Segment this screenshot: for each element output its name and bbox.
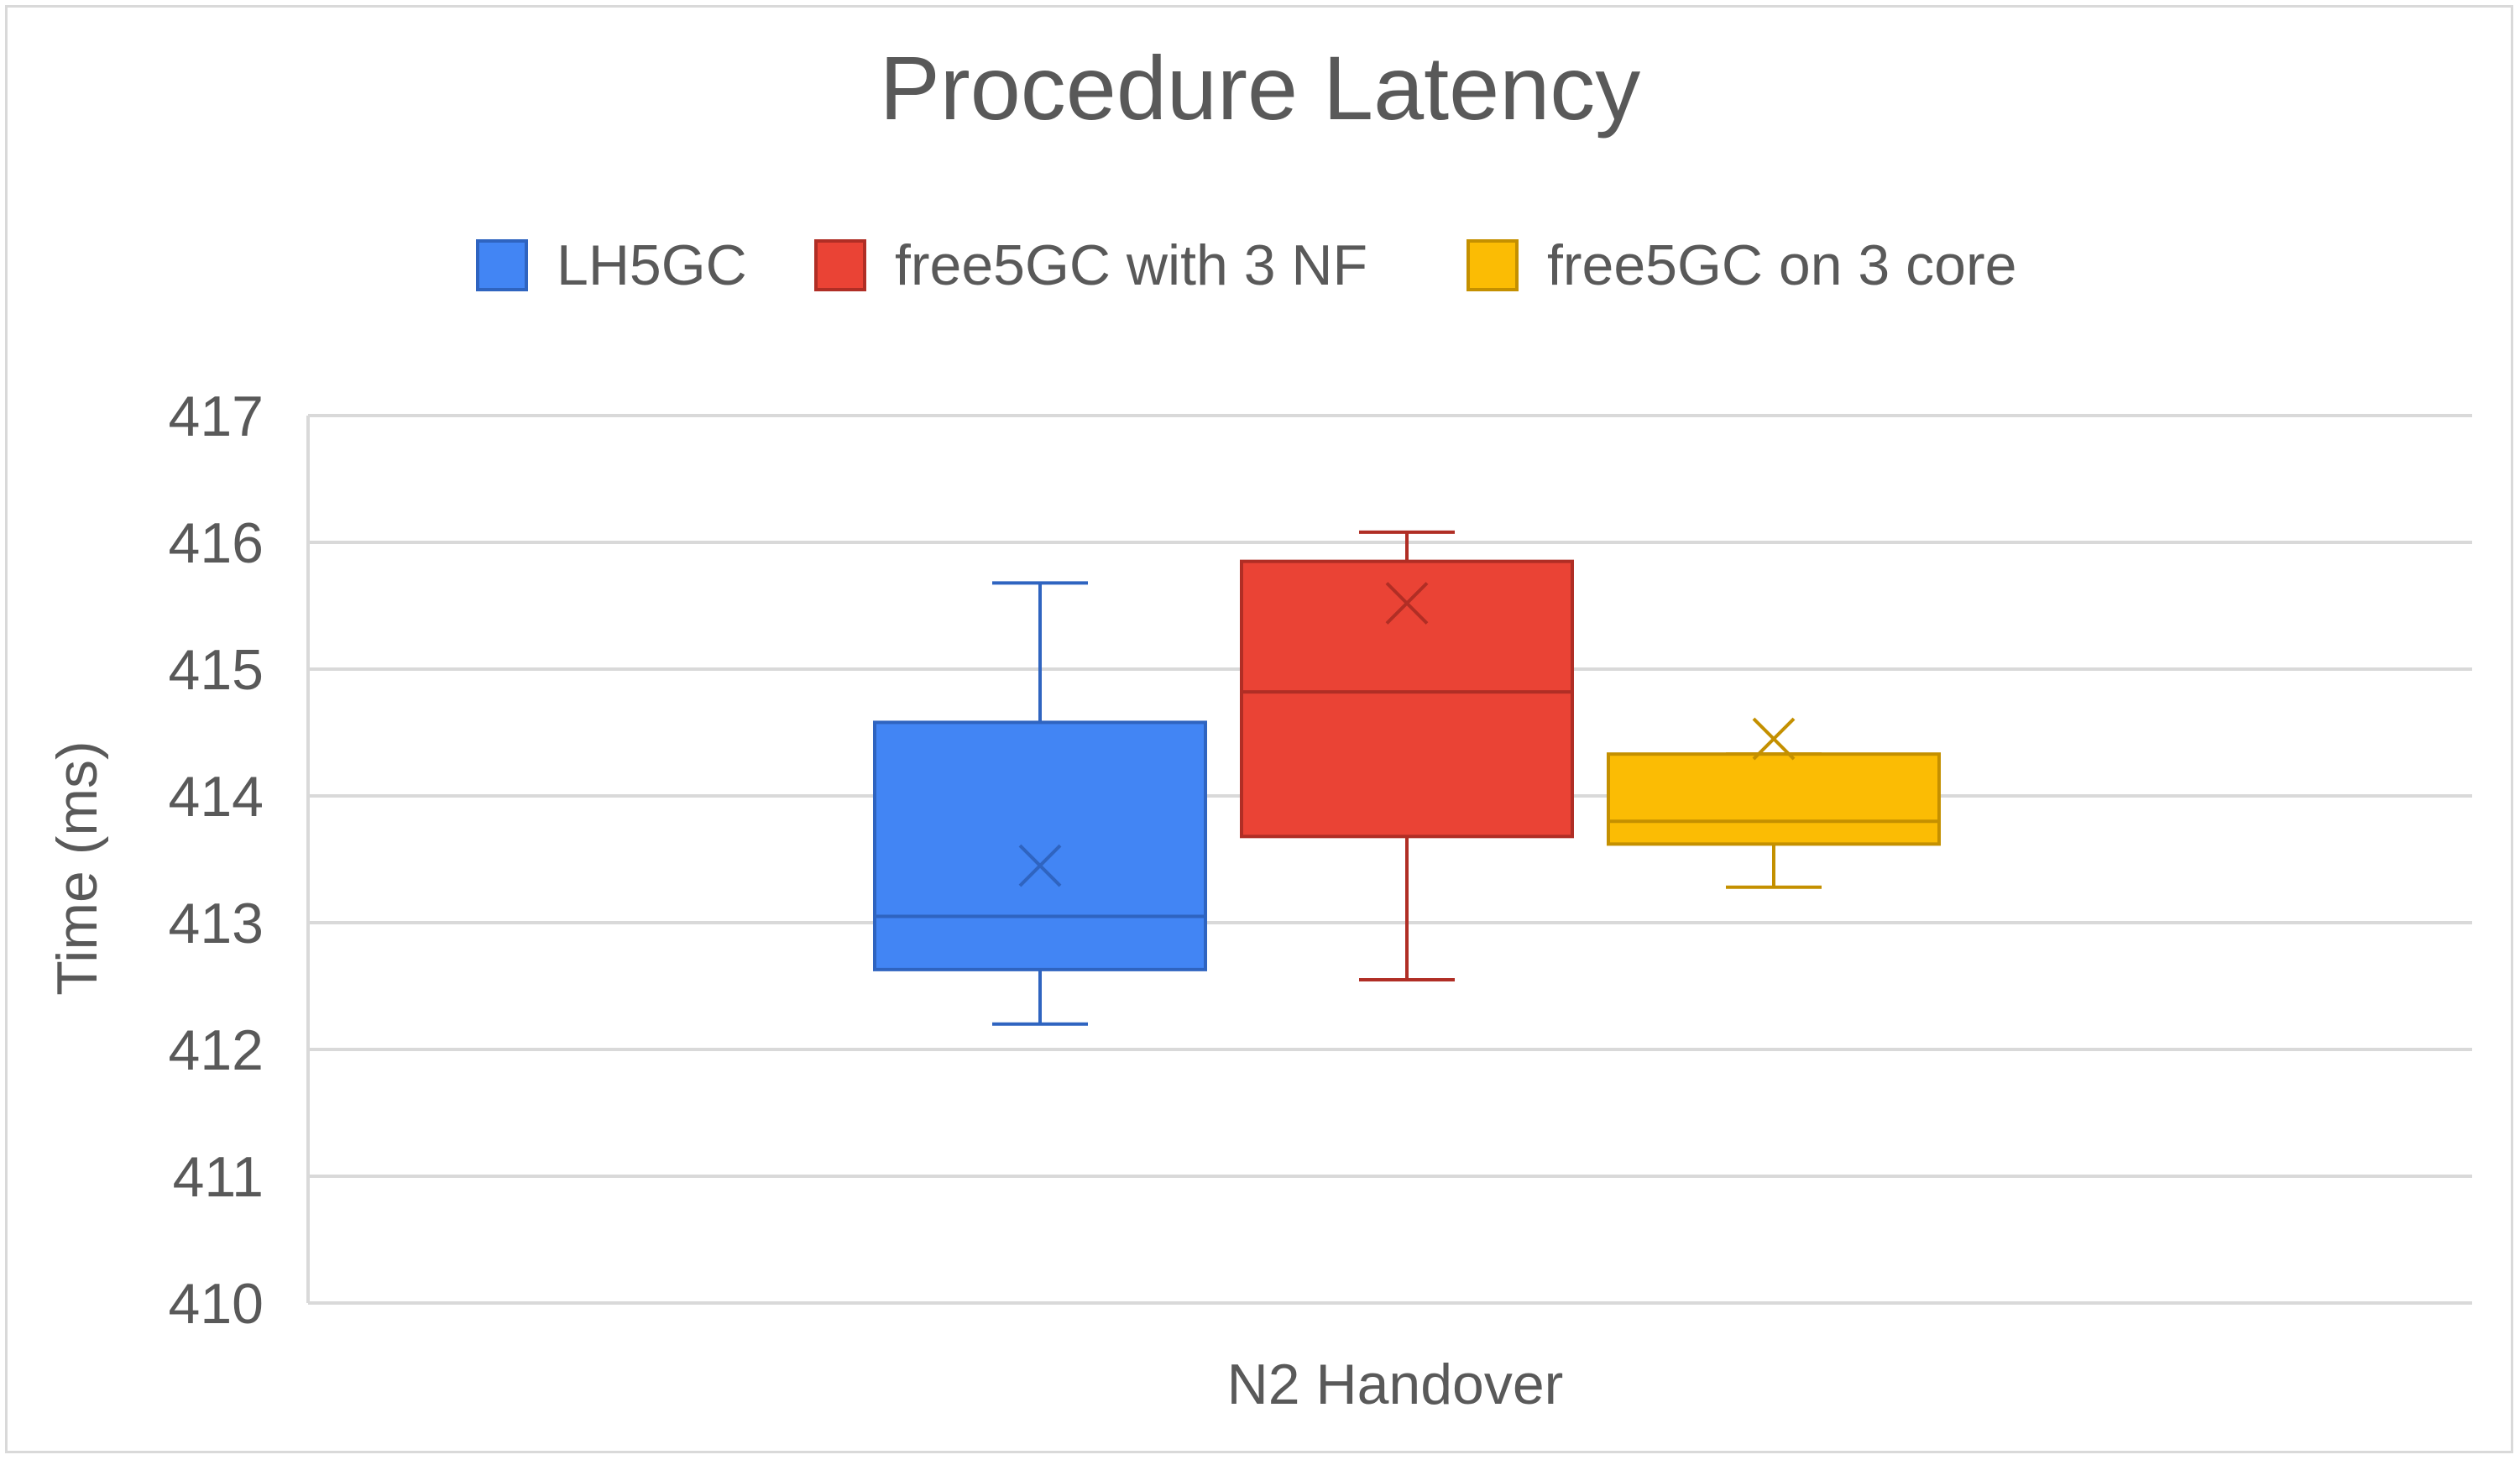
legend: LH5GC free5GC with 3 NF free5GC on 3 cor…: [476, 233, 2016, 297]
box-body-0: [873, 720, 1207, 971]
gridlines: [306, 414, 2472, 1305]
box-2: [1607, 717, 1941, 889]
legend-item-2: free5GC on 3 core: [1467, 233, 2016, 297]
box-body-1: [1240, 559, 1574, 839]
legend-swatch-1: [814, 239, 866, 291]
legend-label-1: free5GC with 3 NF: [895, 233, 1367, 297]
chart-title: Procedure Latency: [880, 37, 1641, 139]
legend-label-2: free5GC on 3 core: [1547, 233, 2016, 297]
legend-item-1: free5GC with 3 NF: [814, 233, 1367, 297]
y-axis-label: Time (ms): [45, 740, 109, 995]
mean-marker-0: [1018, 844, 1062, 887]
box-1: [1240, 530, 1574, 981]
legend-swatch-2: [1467, 239, 1519, 291]
y-tick-label-3: 413: [169, 892, 264, 955]
y-tick-label-4: 414: [169, 765, 264, 829]
mean-marker-2: [1752, 717, 1796, 761]
y-tick-labels: 410 411 412 413 414 415 416 417: [169, 385, 264, 1336]
y-tick-label-0: 410: [169, 1272, 264, 1336]
y-tick-label-6: 416: [169, 511, 264, 575]
y-tick-label-7: 417: [169, 385, 264, 448]
y-tick-label-1: 411: [173, 1145, 264, 1209]
box-series: [873, 530, 1941, 1026]
legend-swatch-0: [476, 239, 528, 291]
y-tick-label-5: 415: [169, 638, 264, 702]
y-tick-label-2: 412: [169, 1018, 264, 1082]
box-0: [873, 581, 1207, 1026]
box-body-2: [1607, 752, 1941, 846]
legend-label-0: LH5GC: [557, 233, 747, 297]
legend-item-0: LH5GC: [476, 233, 747, 297]
mean-marker-1: [1385, 582, 1429, 625]
x-category-label: N2 Handover: [1227, 1353, 1564, 1416]
